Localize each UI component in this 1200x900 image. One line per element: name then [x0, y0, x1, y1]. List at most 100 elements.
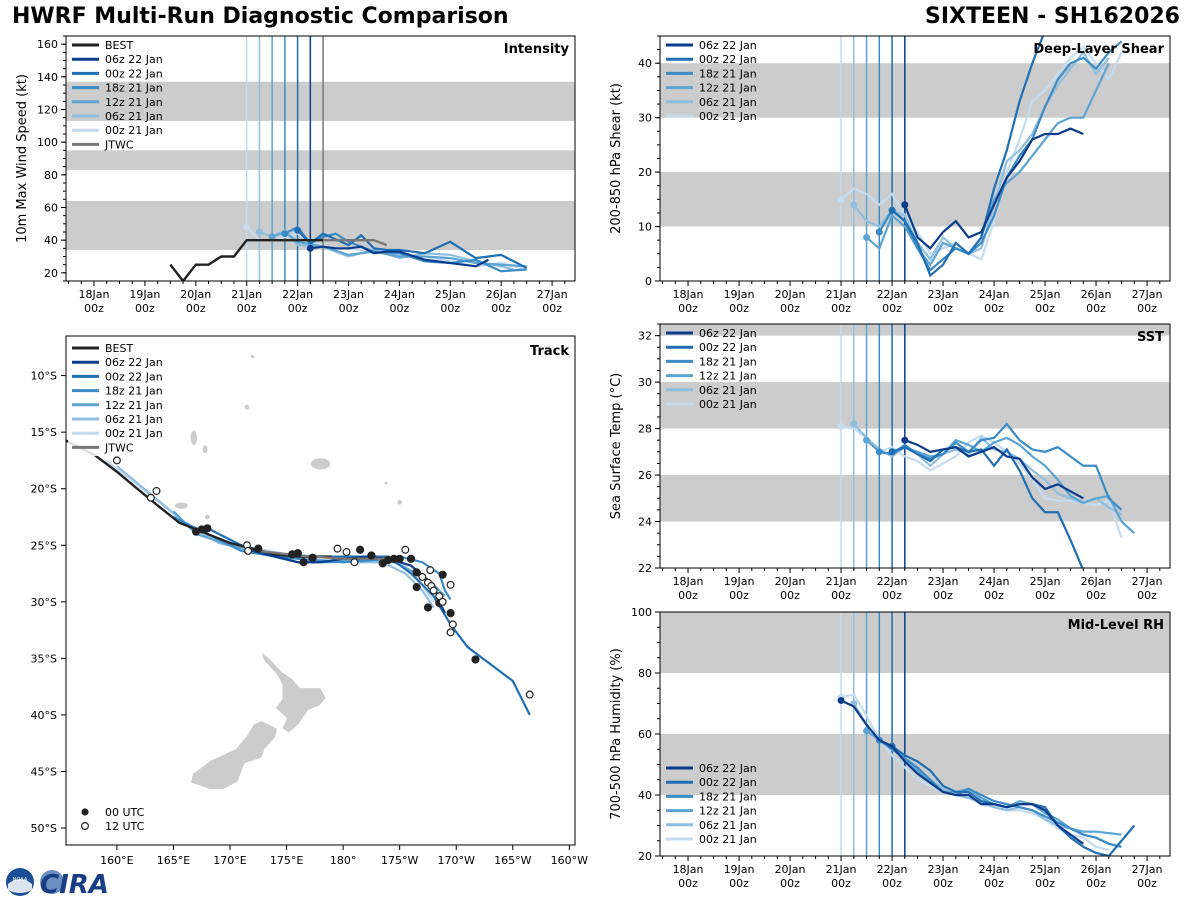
- legend-label: 00 UTC: [105, 806, 145, 819]
- panel-title: Deep-Layer Shear: [1033, 42, 1164, 57]
- panel-title: Mid-Level RH: [1068, 618, 1164, 633]
- legend-label: 06z 22 Jan: [699, 327, 757, 340]
- lon-tick-label: 175°E: [270, 854, 303, 867]
- x-tick-label: 22Jan: [877, 288, 908, 301]
- threshold-band: [66, 81, 575, 121]
- y-axis-label: Sea Surface Temp (°C): [609, 373, 624, 520]
- threshold-band: [660, 382, 1170, 429]
- x-tick-label: 21Jan: [231, 288, 262, 301]
- y-axis-label: 200-850 hPa Shear (kt): [609, 83, 624, 234]
- x-tick-label: 00z: [831, 877, 851, 890]
- y-tick-label: 60: [638, 728, 652, 741]
- y-tick-label: 40: [638, 57, 652, 70]
- x-tick-label: 00z: [729, 877, 749, 890]
- x-tick-label: 00z: [882, 589, 902, 602]
- x-tick-label: 18Jan: [673, 863, 704, 876]
- legend-marker-00utc: [81, 808, 89, 816]
- legend-label: 06z 22 Jan: [699, 762, 757, 775]
- page-title: HWRF Multi-Run Diagnostic Comparison: [12, 4, 509, 29]
- series-start-point: [306, 244, 314, 252]
- x-tick-label: 22Jan: [877, 863, 908, 876]
- y-tick-label: 100: [631, 606, 652, 619]
- y-tick-label: 140: [37, 71, 58, 84]
- y-tick-label: 80: [638, 667, 652, 680]
- series-line-06z-22-jan: [310, 245, 489, 268]
- y-tick-label: 0: [645, 275, 652, 288]
- legend-label: 12z 21 Jan: [105, 399, 163, 412]
- intensity-chart: 18Jan00z19Jan00z20Jan00z21Jan00z22Jan00z…: [15, 35, 576, 315]
- x-tick-label: 00z: [933, 877, 953, 890]
- x-tick-label: 23Jan: [928, 288, 959, 301]
- lat-tick-label: 10°S: [31, 370, 57, 383]
- y-tick-label: 20: [44, 267, 58, 280]
- x-tick-label: 18Jan: [79, 288, 110, 301]
- series-start-point: [901, 436, 909, 444]
- series-start-point: [850, 201, 858, 209]
- panel-title: Intensity: [504, 42, 570, 57]
- land-new-zealand: [189, 720, 278, 790]
- track-line-06z-21-jan: [116, 465, 435, 609]
- series-start-point: [837, 696, 845, 704]
- x-tick-label: 19Jan: [129, 288, 160, 301]
- series-start-point: [875, 228, 883, 236]
- series-line-00z-21-jan: [840, 425, 1123, 539]
- x-tick-label: 00z: [1086, 877, 1106, 890]
- marker-12utc: [146, 493, 155, 502]
- y-tick-label: 30: [638, 112, 652, 125]
- x-tick-label: 23Jan: [928, 575, 959, 588]
- track-map: 160°E 165°E 170°E 175°E 180° 175°W 170°W 165°W 1…: [31, 335, 588, 867]
- x-tick-label: 25Jan: [435, 288, 466, 301]
- threshold-band: [660, 63, 1170, 118]
- legend-label: 06z 21 Jan: [105, 110, 163, 123]
- x-tick-label: 00z: [1035, 302, 1055, 315]
- legend-label: 06z 22 Jan: [105, 356, 163, 369]
- lat-tick-label: 30°S: [31, 596, 57, 609]
- noaa-text: NOAA: [13, 877, 28, 883]
- x-tick-label: 26Jan: [1081, 575, 1112, 588]
- x-tick-label: 00z: [135, 302, 155, 315]
- marker-00utc: [299, 558, 308, 567]
- marker-00utc: [355, 545, 365, 554]
- x-tick-label: 26Jan: [1081, 863, 1112, 876]
- x-tick-label: 19Jan: [724, 575, 755, 588]
- marker-00utc: [438, 570, 447, 579]
- legend-label: 12z 21 Jan: [699, 370, 757, 383]
- legend-label: 18z 21 Jan: [699, 355, 757, 368]
- y-tick-label: 120: [37, 104, 58, 117]
- x-tick-label: 27Jan: [1132, 575, 1163, 588]
- land-island: [251, 354, 255, 358]
- plot-frame: [659, 323, 1171, 569]
- legend-label: 00z 22 Jan: [105, 370, 163, 383]
- series-line-06z-22-jan: [840, 699, 1084, 845]
- marker-12utc: [401, 545, 410, 554]
- lat-tick-label: 35°S: [31, 652, 57, 665]
- land-island: [174, 502, 188, 509]
- legend-label: BEST: [105, 39, 133, 52]
- x-tick-label: 26Jan: [1081, 288, 1112, 301]
- x-tick-label: 00z: [984, 302, 1004, 315]
- y-tick-label: 22: [638, 562, 652, 575]
- marker-12utc: [342, 548, 351, 557]
- x-tick-label: 23Jan: [333, 288, 364, 301]
- y-tick-label: 40: [44, 234, 58, 247]
- marker-12utc: [350, 558, 359, 567]
- x-tick-label: 20Jan: [775, 288, 806, 301]
- lon-tick-label: 170°W: [438, 854, 475, 867]
- lon-tick-label: 165°W: [494, 854, 531, 867]
- legend-label: 18z 21 Jan: [699, 67, 757, 80]
- threshold-band: [660, 172, 1170, 227]
- series-start-point: [875, 448, 883, 456]
- plot-area: [660, 612, 1170, 856]
- lon-tick-label: 160°W: [551, 854, 588, 867]
- series-line-00z-22-jan: [891, 36, 1045, 278]
- legend-label: 00z 21 Jan: [699, 833, 757, 846]
- legend-label: 00z 21 Jan: [699, 398, 757, 411]
- x-tick-label: 24Jan: [979, 863, 1010, 876]
- x-tick-label: 00z: [237, 302, 257, 315]
- x-tick-label: 21Jan: [826, 575, 857, 588]
- x-tick-label: 19Jan: [724, 288, 755, 301]
- y-tick-label: 26: [638, 469, 652, 482]
- rh-chart: 18Jan00z19Jan00z20Jan00z21Jan00z22Jan00z…: [609, 606, 1171, 890]
- land-island: [204, 514, 210, 520]
- legend-label: 00z 22 Jan: [699, 341, 757, 354]
